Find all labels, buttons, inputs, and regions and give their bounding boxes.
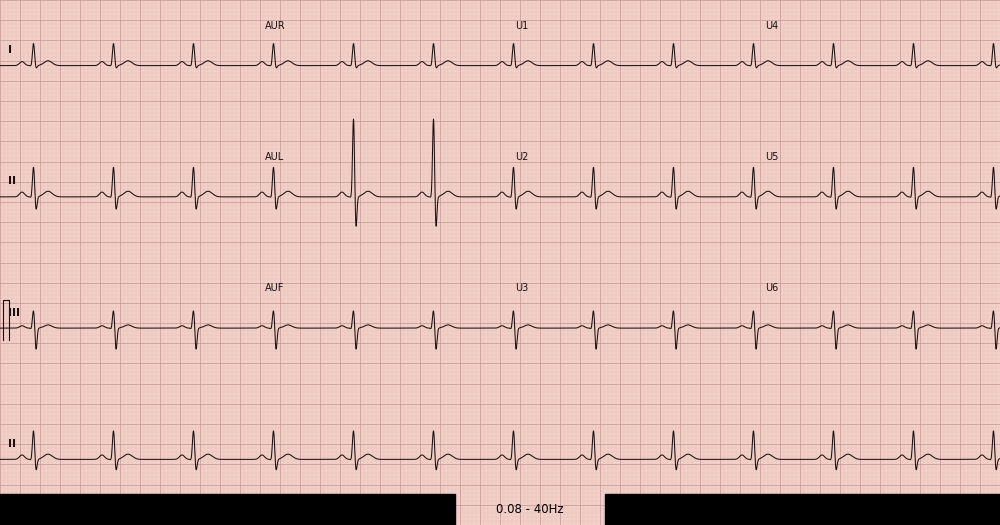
Text: U4: U4	[765, 21, 778, 31]
Text: 0.08 - 40Hz: 0.08 - 40Hz	[496, 503, 564, 516]
Text: II: II	[8, 176, 16, 186]
Bar	[605, 494, 1000, 525]
Text: U2: U2	[515, 152, 528, 162]
Text: AUR: AUR	[265, 21, 286, 31]
Text: III: III	[8, 308, 20, 318]
Text: U5: U5	[765, 152, 778, 162]
Text: AUF: AUF	[265, 284, 284, 293]
Text: U6: U6	[765, 284, 778, 293]
Text: I: I	[8, 45, 12, 55]
Text: U1: U1	[515, 21, 528, 31]
Text: AUL: AUL	[265, 152, 284, 162]
Text: U3: U3	[515, 284, 528, 293]
Text: II: II	[8, 439, 16, 449]
Bar	[0, 494, 455, 525]
